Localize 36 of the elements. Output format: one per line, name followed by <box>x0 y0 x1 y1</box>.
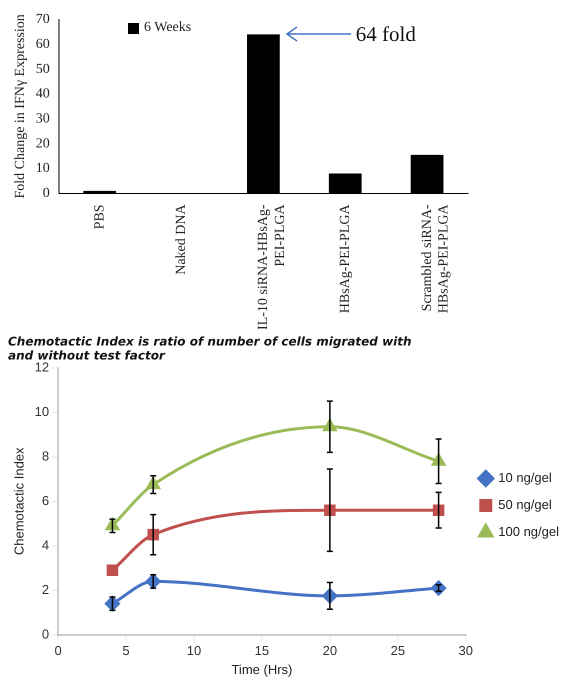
x-tick-label: 25 <box>390 643 406 658</box>
y-axis-title: Fold Change in IFNγ Expression <box>13 14 28 199</box>
y-axis-title: Chemotactic Index <box>11 446 26 556</box>
y-tick-label: 50 <box>36 62 50 77</box>
point <box>431 580 446 596</box>
legend-label: 100 ng/gel <box>498 524 560 540</box>
x-tick-label: Naked DNA <box>174 204 190 275</box>
x-tick-label: 0 <box>54 643 62 658</box>
y-tick-label: 0 <box>42 186 50 202</box>
y-tick-label: 0 <box>42 626 50 642</box>
legend-label: 50 ng/gel <box>498 497 552 512</box>
x-tick-label: Scrambled siRNA-HBsAg-PEI-PLGA <box>420 204 452 314</box>
legend-label: 6 Weeks <box>144 20 192 36</box>
x-tick-label: IL-10 siRNA-HBsAg-PEI-PLGA <box>256 204 288 330</box>
y-tick-label: 8 <box>42 448 50 464</box>
y-tick-label: 40 <box>36 86 50 102</box>
x-axis-title: Time (Hrs) <box>231 662 292 677</box>
y-tick-label: 60 <box>36 36 50 52</box>
y-tick-label: 30 <box>36 112 50 126</box>
y-tick-label: 20 <box>36 136 50 152</box>
x-tick-label: 30 <box>458 643 474 658</box>
y-tick-label: 70 <box>36 12 50 28</box>
point <box>106 564 118 576</box>
y-tick-label: 10 <box>36 161 50 176</box>
annotation: 64 fold <box>356 21 416 48</box>
x-tick-label: 10 <box>186 643 202 658</box>
x-tick-label: HBsAg-PEI-PLGA <box>338 204 353 314</box>
x-tick-label: PBS <box>92 204 108 230</box>
legend-label: 10 ng/gel <box>498 470 552 486</box>
x-tick-label: 5 <box>122 643 130 658</box>
y-tick-label: 4 <box>42 537 50 552</box>
y-tick-label: 10 <box>34 404 50 419</box>
y-tick-label: 6 <box>42 492 50 508</box>
x-tick-label: 20 <box>322 643 338 658</box>
x-tick-label: 15 <box>254 643 270 658</box>
y-tick-label: 2 <box>42 582 50 597</box>
